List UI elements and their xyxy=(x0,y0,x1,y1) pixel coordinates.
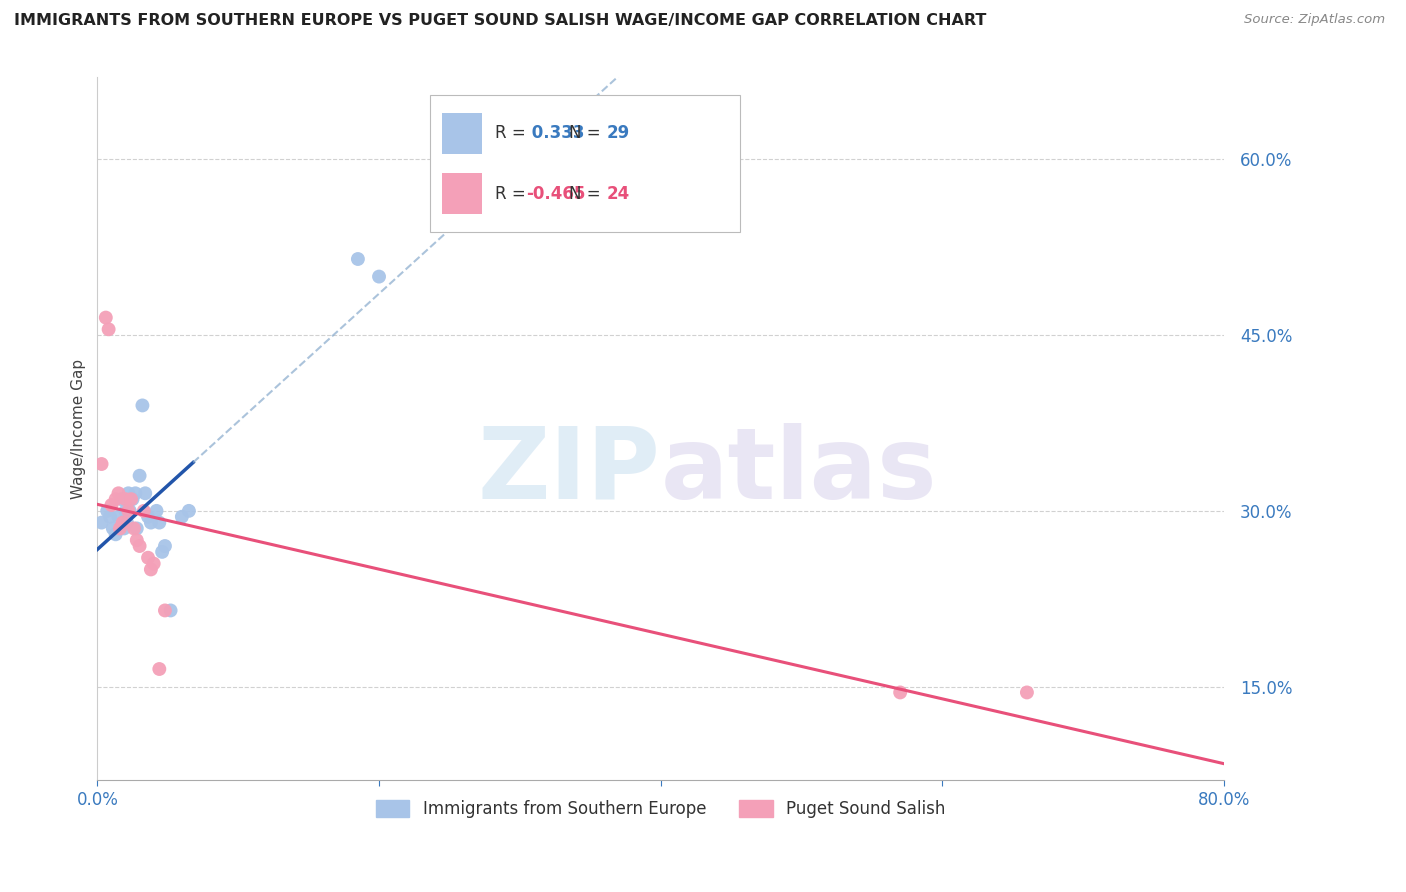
Point xyxy=(111,516,134,530)
Text: N =: N = xyxy=(569,124,606,143)
Text: R =: R = xyxy=(495,185,531,202)
Point xyxy=(125,533,148,548)
Point xyxy=(97,322,120,336)
Point xyxy=(122,521,145,535)
Point xyxy=(153,603,176,617)
Point xyxy=(1015,685,1038,699)
Text: 29: 29 xyxy=(606,124,630,143)
FancyBboxPatch shape xyxy=(441,173,482,214)
Point xyxy=(142,557,165,571)
Point xyxy=(134,486,156,500)
Point xyxy=(128,539,150,553)
Point xyxy=(107,486,129,500)
Point xyxy=(104,492,127,507)
Point xyxy=(96,504,118,518)
Text: -0.465: -0.465 xyxy=(526,185,585,202)
Point xyxy=(98,509,121,524)
Point xyxy=(100,498,122,512)
Point xyxy=(114,492,136,507)
Point xyxy=(115,516,138,530)
Point xyxy=(132,504,155,518)
Point xyxy=(117,504,139,518)
Text: 0.333: 0.333 xyxy=(526,124,585,143)
Point xyxy=(120,492,142,507)
Text: N =: N = xyxy=(569,185,606,202)
Point xyxy=(128,468,150,483)
Point xyxy=(347,252,370,266)
Text: Source: ZipAtlas.com: Source: ZipAtlas.com xyxy=(1244,13,1385,27)
Point xyxy=(90,457,112,471)
Point xyxy=(108,521,131,535)
Point xyxy=(131,399,153,413)
Point xyxy=(114,504,136,518)
Point xyxy=(110,492,132,507)
Point xyxy=(94,310,117,325)
Point xyxy=(150,545,173,559)
Point xyxy=(136,509,159,524)
Point xyxy=(117,486,139,500)
Text: ZIP: ZIP xyxy=(478,423,661,519)
Point xyxy=(889,685,911,699)
Point xyxy=(159,603,181,617)
Text: 24: 24 xyxy=(606,185,630,202)
Point xyxy=(139,562,162,576)
Point xyxy=(118,504,141,518)
FancyBboxPatch shape xyxy=(430,95,740,232)
Y-axis label: Wage/Income Gap: Wage/Income Gap xyxy=(72,359,86,499)
Point xyxy=(90,516,112,530)
Point xyxy=(136,550,159,565)
Point xyxy=(145,504,167,518)
Point xyxy=(368,269,391,284)
Point xyxy=(121,492,143,507)
Point xyxy=(148,662,170,676)
Text: atlas: atlas xyxy=(661,423,938,519)
Point xyxy=(124,486,146,500)
Text: R =: R = xyxy=(495,124,531,143)
Point xyxy=(177,504,200,518)
Legend: Immigrants from Southern Europe, Puget Sound Salish: Immigrants from Southern Europe, Puget S… xyxy=(370,793,952,825)
Point xyxy=(139,516,162,530)
Point xyxy=(170,509,193,524)
Text: IMMIGRANTS FROM SOUTHERN EUROPE VS PUGET SOUND SALISH WAGE/INCOME GAP CORRELATIO: IMMIGRANTS FROM SOUTHERN EUROPE VS PUGET… xyxy=(14,13,987,29)
Point xyxy=(112,521,135,535)
FancyBboxPatch shape xyxy=(441,112,482,154)
Point xyxy=(101,521,124,535)
Point xyxy=(104,527,127,541)
Point xyxy=(148,516,170,530)
Point xyxy=(107,509,129,524)
Point xyxy=(153,539,176,553)
Point xyxy=(125,521,148,535)
